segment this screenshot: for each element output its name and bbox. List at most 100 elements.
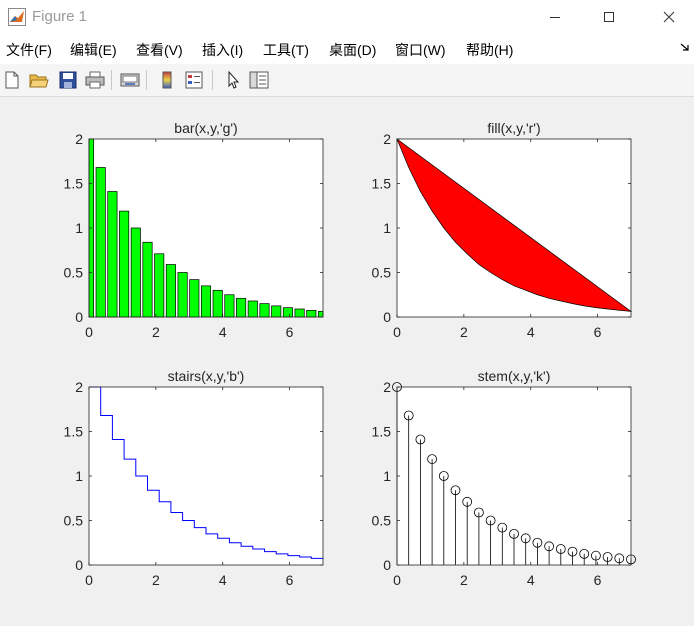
legend-button[interactable] — [183, 69, 205, 91]
menu-tools[interactable]: 工具(T) — [263, 42, 309, 58]
y-tick-label: 2 — [75, 131, 83, 147]
axes-title: stairs(x,y,'b') — [168, 368, 245, 384]
menu-help[interactable]: 帮助(H) — [466, 42, 514, 58]
bar-mark — [200, 285, 212, 318]
edit-plot-button[interactable] — [222, 69, 244, 91]
stem-marker — [567, 546, 578, 557]
title-bar: Figure 1 — [0, 0, 694, 34]
y-tick-label: 1.5 — [64, 424, 84, 440]
axes-background — [89, 387, 323, 565]
y-tick-label: 1.5 — [64, 176, 84, 192]
stem-marker — [462, 496, 473, 507]
bar-mark — [294, 308, 305, 318]
figure-canvas: 0 2 4 6 0 0.5 1 1.5 2 bar(x,y,'g') 0 2 4 6 0 0.5 1 1.5 2 fi… — [0, 97, 694, 626]
fill-polygon — [396, 137, 633, 312]
stem-marker — [579, 548, 590, 559]
x-tick-label: 2 — [460, 324, 468, 340]
bar-mark — [130, 227, 141, 318]
bar-mark — [247, 300, 258, 318]
stem-marker — [403, 410, 414, 421]
stem-marker — [532, 537, 543, 548]
close-icon — [663, 11, 675, 23]
property-inspector-icon — [249, 71, 269, 89]
stem-marker — [427, 454, 438, 464]
toolbar-separator — [146, 70, 147, 90]
y-tick-label: 0 — [75, 557, 83, 573]
legend-icon — [185, 71, 203, 89]
bar-mark — [236, 297, 247, 318]
print-button[interactable] — [84, 69, 106, 91]
print-icon — [85, 71, 105, 89]
axes-title: bar(x,y,'g') — [174, 120, 237, 136]
colorbar-icon — [162, 71, 172, 89]
y-tick-label: 0.5 — [372, 265, 392, 281]
y-tick-label: 2 — [75, 379, 83, 395]
x-tick-label: 6 — [594, 324, 602, 340]
edit-plot-icon — [228, 71, 240, 89]
bar-mark — [189, 279, 200, 318]
bar-mark — [95, 167, 106, 318]
maximize-button[interactable] — [586, 0, 632, 34]
dock-arrow-icon[interactable] — [680, 42, 690, 52]
bar-mark — [212, 289, 223, 318]
x-tick-label: 2 — [152, 324, 160, 340]
new-figure-icon — [5, 71, 19, 89]
y-tick-label: 2 — [383, 379, 391, 395]
colorbar-button[interactable] — [156, 69, 178, 91]
menu-view[interactable]: 查看(V) — [136, 42, 183, 58]
y-tick-label: 1 — [75, 468, 83, 484]
open-file-icon — [29, 74, 49, 88]
x-tick-label: 4 — [219, 572, 227, 588]
stem-marker — [485, 515, 496, 526]
open-file-button[interactable] — [28, 69, 50, 91]
stem-marker — [497, 522, 508, 533]
y-tick-label: 0 — [383, 557, 391, 573]
property-inspector-button[interactable] — [248, 69, 270, 91]
x-tick-label: 6 — [594, 572, 602, 588]
stem-marker — [614, 553, 625, 564]
axes-title: fill(x,y,'r') — [487, 120, 540, 136]
bar-mark — [142, 241, 153, 318]
x-tick-label: 4 — [219, 324, 227, 340]
bar-mark — [282, 307, 293, 318]
x-tick-label: 0 — [85, 572, 93, 588]
fill-axes: 0 2 4 6 0 0.5 1 1.5 2 fill(x,y,'r') — [372, 120, 633, 340]
menu-window[interactable]: 窗口(W) — [395, 42, 446, 58]
bar-mark — [154, 253, 165, 318]
x-tick-label: 0 — [85, 324, 93, 340]
x-tick-label: 2 — [152, 572, 160, 588]
matlab-logo-icon — [8, 8, 26, 26]
menu-file[interactable]: 文件(F) — [6, 42, 52, 58]
y-tick-label: 0 — [383, 309, 391, 325]
y-tick-label: 2 — [383, 131, 391, 147]
y-tick-label: 1.5 — [372, 176, 392, 192]
x-tick-label: 0 — [393, 572, 401, 588]
menu-edit[interactable]: 编辑(E) — [70, 42, 117, 58]
link-plot-button[interactable] — [119, 69, 141, 91]
stem-marker — [544, 541, 554, 552]
y-tick-label: 0.5 — [64, 513, 84, 529]
bar-mark — [165, 264, 176, 318]
bar-mark — [107, 191, 118, 318]
stem-marker — [438, 471, 449, 481]
menu-desktop[interactable]: 桌面(D) — [329, 42, 377, 58]
new-figure-button[interactable] — [1, 69, 23, 91]
x-tick-label: 6 — [286, 324, 294, 340]
y-tick-label: 1.5 — [372, 424, 392, 440]
toolbar-separator — [212, 70, 213, 90]
menu-insert[interactable]: 插入(I) — [202, 42, 244, 58]
minimize-button[interactable] — [532, 0, 578, 34]
close-button[interactable] — [646, 0, 692, 34]
bar-mark — [306, 309, 317, 318]
y-tick-label: 0.5 — [372, 513, 392, 529]
x-tick-label: 2 — [460, 572, 468, 588]
stairs-axes: 0 2 4 6 0 0.5 1 1.5 2 stairs(x,y,'b') — [64, 368, 324, 588]
y-tick-label: 0.5 — [64, 265, 84, 281]
link-plot-icon — [120, 73, 140, 87]
menu-bar: 文件(F) 编辑(E) 查看(V) 插入(I) 工具(T) 桌面(D) 窗口(W… — [0, 34, 694, 64]
toolbar — [0, 64, 694, 97]
save-button[interactable] — [57, 69, 79, 91]
stem-marker — [555, 544, 566, 554]
bar-mark — [259, 303, 270, 318]
x-tick-label: 4 — [527, 324, 535, 340]
